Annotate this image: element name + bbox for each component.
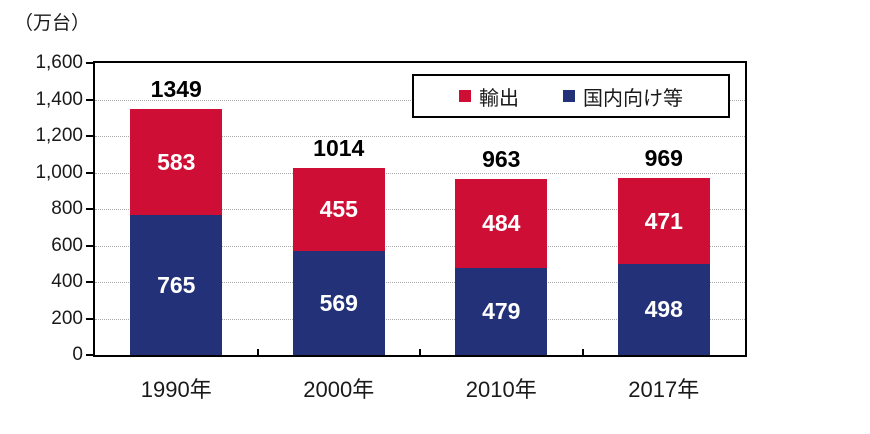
bar-segment-exports: 484 [455,179,548,268]
y-tick-label: 600 [51,234,83,256]
y-tick-label: 1,400 [35,88,83,110]
x-axis-labels: 1990年 2000年 2010年 2017年 [95,376,745,404]
x-axis-label: 2010年 [465,377,537,402]
plot-area: 765 583 1349 569 455 1014 479 484 963 498 471 969 輸… [93,61,747,357]
gridline [95,136,745,137]
bar-segment-exports: 471 [617,178,710,265]
y-tick-label: 1,200 [35,125,83,146]
y-axis-unit-label: （万台） [14,13,91,34]
bar-value-label: 583 [157,148,196,175]
y-tick-mark [86,135,93,137]
bar-segment-exports: 455 [292,168,385,252]
bar-total-label: 969 [644,145,683,172]
bar-segment-domestic: 569 [292,251,385,355]
gridline [95,282,745,283]
bar-value-label: 471 [644,207,683,234]
legend-label-domestic: 国内向け等 [583,87,683,110]
bar-value-label: 455 [319,196,358,223]
y-tick-mark [86,354,93,356]
legend-swatch-domestic-icon [563,90,575,102]
bar-total-label: 1014 [313,135,365,162]
x-axis-label: 2017年 [628,377,700,402]
bar-value-label: 479 [482,297,521,324]
bar-value-label: 498 [644,296,683,323]
y-tick-label: 0 [72,344,83,365]
y-axis: 0 200 400 600 800 1,000 1,200 1,400 1,600 [0,53,93,365]
gridline [95,209,745,210]
bar-segment-exports: 583 [130,109,223,216]
bar-segment-domestic: 765 [130,215,223,355]
y-tick-label: 1,600 [35,52,83,73]
y-tick-label: 1,000 [35,161,83,183]
bar-value-label: 569 [319,289,358,316]
y-tick-mark [86,62,93,64]
y-tick-mark [86,171,93,174]
x-boundary-tick [419,349,421,355]
x-axis-label: 2000年 [303,377,375,402]
y-tick-mark [86,98,93,101]
bar-total-label: 963 [482,146,521,173]
legend-item-domestic: 国内向け等 [563,82,683,111]
x-boundary-tick [256,349,259,355]
legend-label-exports: 輸出 [479,87,519,110]
legend-swatch-exports-icon [459,90,471,102]
bar-value-label: 484 [482,209,521,236]
y-tick-mark [86,208,93,210]
bar-segment-domestic: 479 [455,267,548,355]
y-tick-mark [86,244,93,247]
bar-total-label: 1349 [150,76,202,102]
gridline [95,318,745,320]
x-boundary-tick [581,349,584,355]
y-tick-mark [86,281,93,283]
legend-item-exports: 輸出 [459,82,519,111]
y-tick-label: 200 [51,307,83,329]
gridline [95,172,745,174]
gridline [95,245,745,247]
bar-value-label: 765 [157,271,196,298]
bar-segment-domestic: 498 [617,264,710,355]
y-tick-label: 800 [51,198,83,219]
x-axis-label: 1990年 [140,377,212,402]
legend: 輸出 国内向け等 [412,74,730,118]
y-tick-mark [86,317,93,320]
y-tick-label: 400 [51,271,83,292]
